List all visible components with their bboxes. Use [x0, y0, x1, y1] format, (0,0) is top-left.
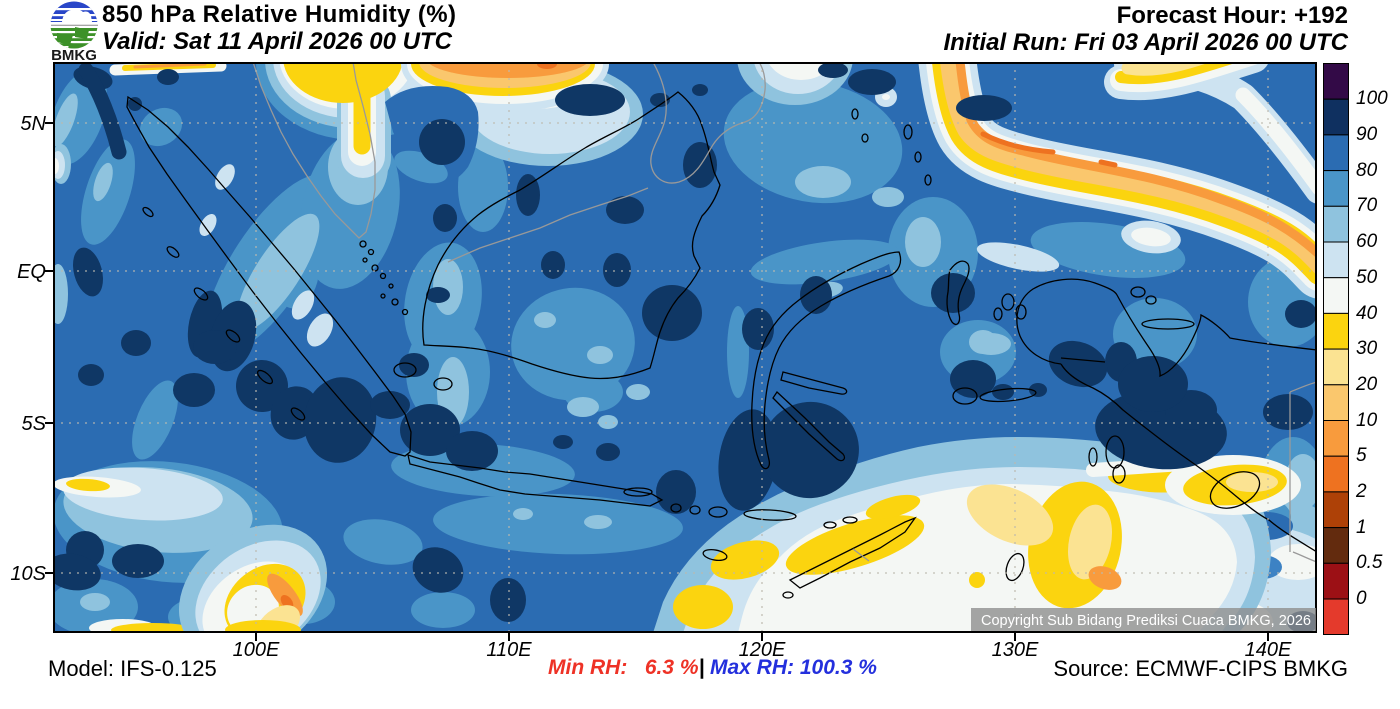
svg-text:BMKG: BMKG — [51, 47, 97, 61]
svg-text:Copyright Sub Bidang Prediksi: Copyright Sub Bidang Prediksi Cuaca BMKG… — [981, 612, 1311, 629]
